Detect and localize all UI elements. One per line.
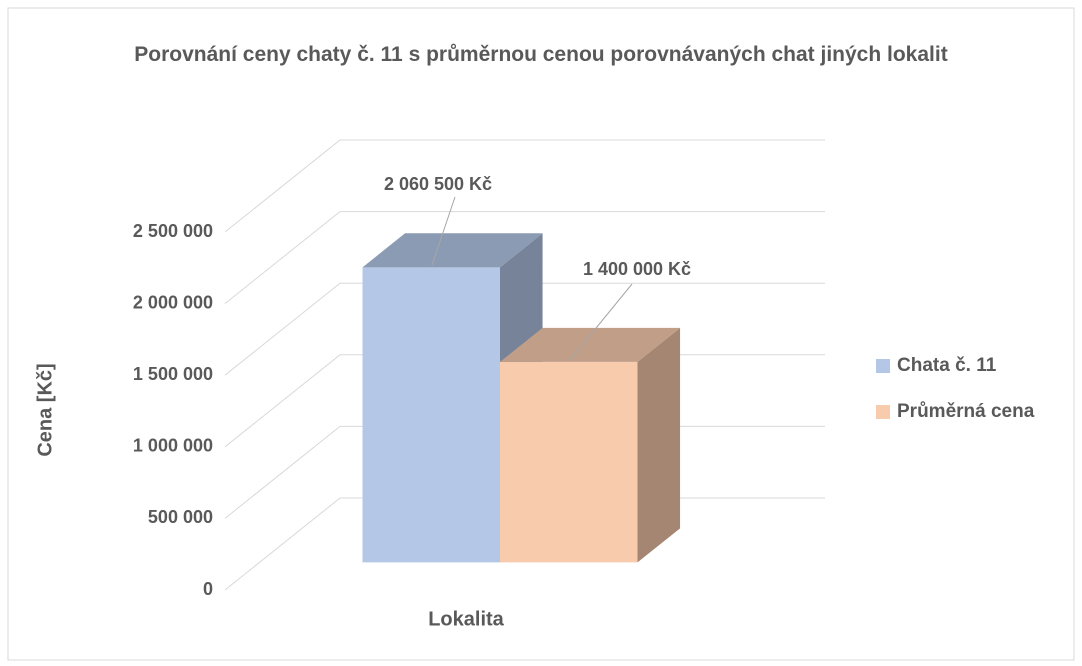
grid-line (224, 282, 825, 376)
bar-top (362, 233, 543, 268)
grid-line (224, 139, 825, 233)
grid-line (224, 211, 825, 304)
legend: Chata č. 11 Průměrná cena (876, 355, 1035, 422)
legend-label: Průměrná cena (897, 401, 1035, 422)
bar-front (500, 361, 638, 563)
x-axis-title: Lokalita (428, 608, 504, 630)
legend-label: Chata č. 11 (897, 355, 997, 376)
chart-border (7, 7, 1075, 661)
y-tick-label: 1 000 000 (133, 436, 213, 456)
y-tick-label: 2 500 000 (133, 221, 213, 241)
y-axis-title: Cena [Kč] (34, 363, 56, 456)
bar-front (362, 267, 500, 563)
leader-line (431, 196, 456, 266)
bar-top (500, 327, 681, 362)
bars (362, 233, 681, 563)
legend-swatch (876, 405, 890, 419)
data-label: 2 060 500 Kč (384, 174, 492, 194)
chart-title: Porovnání ceny chaty č. 11 s průměrnou c… (134, 43, 948, 66)
y-tick-label: 0 (203, 579, 213, 599)
legend-swatch (876, 359, 890, 373)
y-tick-label: 2 000 000 (133, 292, 213, 312)
data-label: 1 400 000 Kč (583, 259, 691, 279)
leader-line (569, 283, 633, 361)
bar-side (637, 327, 681, 563)
y-tick-label: 1 500 000 (133, 364, 213, 384)
y-tick-label: 500 000 (148, 507, 213, 527)
